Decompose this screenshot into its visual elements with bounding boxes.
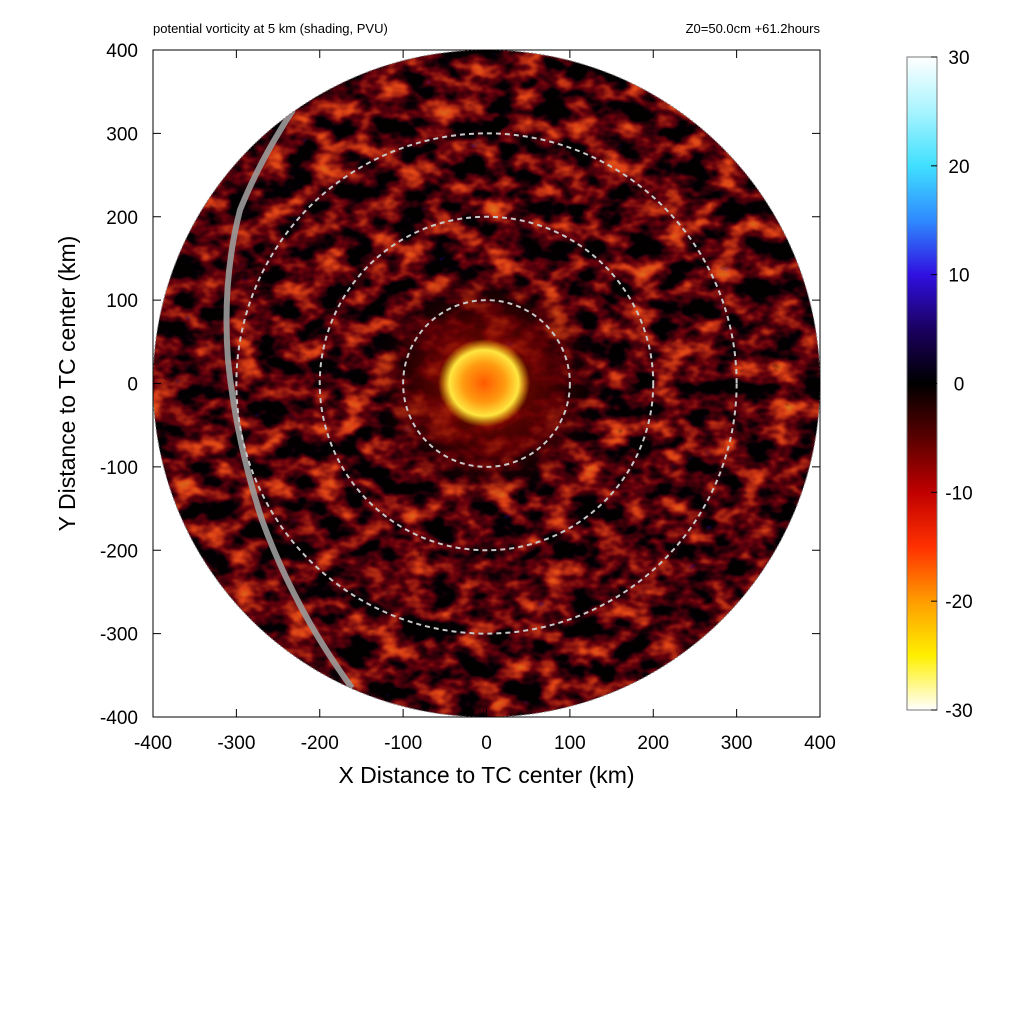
x-tick-label: 300 [721,733,753,754]
range-ring-300 [235,132,738,635]
colorbar: 30 20 10 0 -10 -20 -30 [906,48,973,722]
y-tick-label: -300 [100,625,138,646]
y-tick-label: 300 [106,124,138,145]
y-axis-label: Y Distance to TC center (km) [54,236,80,532]
y-tick-label: 0 [127,375,138,396]
y-tick-label: 400 [106,41,138,62]
y-tick-label: -200 [100,541,138,562]
y-tick-label: 200 [106,208,138,229]
x-tick-label: -400 [134,733,172,754]
colorbar-ticks: 30 20 10 0 -10 -20 -30 [931,48,973,722]
y-tick-label: -400 [100,708,138,729]
pv-core [438,339,530,427]
x-tick-label: -200 [301,733,339,754]
range-rings [235,132,738,635]
chart-title: potential vorticity at 5 km (shading, PV… [153,21,388,36]
chart-subtitle: Z0=50.0cm +61.2hours [686,21,821,36]
colorbar-tick-label: 10 [948,266,969,287]
y-axis-ticks: 400 300 200 100 0 -100 -200 -300 -400 [100,41,820,729]
x-tick-label: -100 [384,733,422,754]
x-tick-label: 200 [637,733,669,754]
colorbar-tick-label: -20 [945,592,972,613]
y-tick-label: 100 [106,291,138,312]
gray-arc-streak [223,108,355,690]
range-ring-200 [318,215,655,552]
range-ring-100 [402,299,571,468]
colorbar-tick-label: -10 [945,483,972,504]
colorbar-tick-label: 20 [948,157,969,178]
x-axis-label: X Distance to TC center (km) [338,762,634,788]
colorbar-tick-label: 30 [948,48,969,69]
y-tick-label: -100 [100,458,138,479]
x-tick-label: 0 [481,733,492,754]
x-tick-label: 400 [804,733,836,754]
colorbar-tick-label: -30 [945,701,972,722]
colorbar-tick-label: 0 [954,375,965,396]
x-axis-ticks: -400 -300 -200 -100 0 100 200 300 400 [134,50,836,754]
pv-heatmap [153,50,820,717]
x-tick-label: 100 [554,733,586,754]
x-tick-label: -300 [217,733,255,754]
